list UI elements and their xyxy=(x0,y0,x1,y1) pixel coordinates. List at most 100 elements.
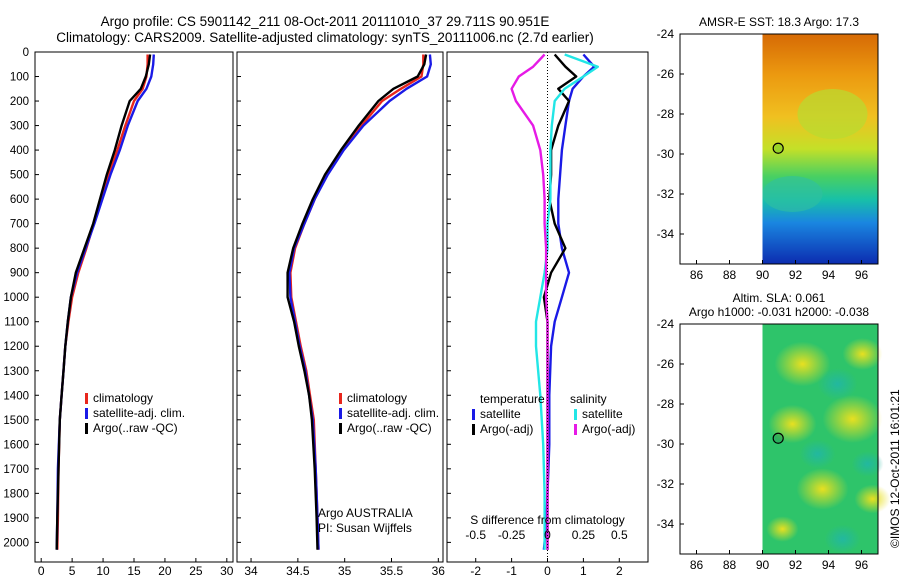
sla-high-patch xyxy=(842,338,883,370)
sla-high-patch xyxy=(796,468,849,510)
series-line-salinity-2 xyxy=(286,54,428,550)
y-tick-label: 1700 xyxy=(3,464,29,476)
x-tick-label-salinity: 35.5 xyxy=(380,564,404,578)
credit-pi: PI: Susan Wijffels xyxy=(318,521,412,535)
map-frame-sla-map xyxy=(679,323,879,555)
map-x-tick-label: 96 xyxy=(855,558,869,572)
sla-high-patch xyxy=(822,395,883,443)
x-tick-label-salinity: 34 xyxy=(244,564,258,578)
series-line-salinity-1 xyxy=(288,54,432,550)
y-tick-label: 600 xyxy=(10,194,29,206)
y-tick-label: 400 xyxy=(10,145,29,157)
legend-swatch-temperature xyxy=(85,408,88,419)
map-x-tick-label: 88 xyxy=(723,268,737,282)
panel-frame-salinity xyxy=(236,51,444,563)
credit-argo-australia: Argo AUSTRALIA xyxy=(318,506,413,520)
legend-swatch-temperature xyxy=(85,423,88,434)
legend-label-salinity: climatology xyxy=(347,391,407,405)
argo-location-marker xyxy=(772,142,784,154)
x-axis-label-top-difference: S difference from climatology xyxy=(470,513,625,527)
legend-swatch-difference xyxy=(472,409,475,420)
map-x-tick-label: 94 xyxy=(822,268,836,282)
x-tick-label-temperature: 10 xyxy=(96,564,110,578)
x-tick-label-salinity-diff: 0.5 xyxy=(611,528,628,542)
map-y-tick-label: -24 xyxy=(657,27,675,41)
y-tick-label: 900 xyxy=(10,268,29,280)
map-y-tick-label: -28 xyxy=(657,107,675,121)
x-tick-label-difference: -1 xyxy=(506,564,517,578)
panel-frame-temperature xyxy=(34,51,234,563)
map-x-tick-label: 92 xyxy=(789,268,803,282)
legend-swatch-difference xyxy=(472,424,475,435)
legend-swatch-salinity xyxy=(339,408,342,419)
map-y-tick-label: -32 xyxy=(657,477,675,491)
map-y-tick-label: -26 xyxy=(657,67,675,81)
map-y-tick-label: -30 xyxy=(657,147,675,161)
legend-label-difference: satellite xyxy=(480,407,521,421)
sla-high-patch xyxy=(774,341,831,387)
map-y-tick-label: -32 xyxy=(657,187,675,201)
x-tick-label-salinity: 36 xyxy=(432,564,446,578)
x-tick-label-salinity-diff: -0.25 xyxy=(498,528,526,542)
legend-label-difference: Argo(-adj) xyxy=(480,422,533,436)
y-tick-label: 500 xyxy=(10,170,29,182)
legend-title-salinity: salinity xyxy=(570,392,607,406)
y-tick-label: 1600 xyxy=(3,439,29,451)
map-x-tick-label: 86 xyxy=(690,558,704,572)
y-tick-label: 1300 xyxy=(3,366,29,378)
legend-swatch-difference xyxy=(574,424,577,435)
x-tick-label-difference: 2 xyxy=(616,564,623,578)
sst-map-title: AMSR-E SST: 18.3 Argo: 17.3 xyxy=(699,15,859,29)
y-tick-label: 2000 xyxy=(3,537,29,549)
series-line-temperature-2 xyxy=(55,54,152,550)
x-axis-label-salinity: salinity xyxy=(322,578,359,580)
y-tick-label: 300 xyxy=(10,121,29,133)
sla-low-patch xyxy=(824,524,861,554)
sla-high-patch xyxy=(854,484,891,514)
page-subtitle: Climatology: CARS2009. Satellite-adjuste… xyxy=(56,30,594,45)
map-y-tick-label: -30 xyxy=(657,437,675,451)
x-tick-label-difference: 0 xyxy=(544,564,551,578)
x-tick-label-salinity-diff: 0 xyxy=(544,528,551,542)
legend-label-temperature: satellite-adj. clim. xyxy=(93,406,185,420)
legend-label-difference: Argo(-adj) xyxy=(582,422,635,436)
map-frame-sst-map xyxy=(679,33,879,265)
x-tick-label-salinity: 34.5 xyxy=(286,564,310,578)
legend-swatch-salinity xyxy=(339,423,342,434)
y-tick-label: 1100 xyxy=(4,317,29,329)
x-tick-label-salinity-diff: 0.25 xyxy=(572,528,596,542)
sla-high-patch xyxy=(766,516,799,542)
map-y-tick-label: -34 xyxy=(657,227,675,241)
legend-label-temperature: Argo(..raw -QC) xyxy=(93,421,178,435)
legend-swatch-temperature xyxy=(85,393,88,404)
legend-swatch-difference xyxy=(574,409,577,420)
argo-location-fill xyxy=(774,434,783,443)
y-tick-label: 1200 xyxy=(3,341,29,353)
x-tick-label-difference: -2 xyxy=(470,564,481,578)
x-axis-label-temperature: temperature (deg C) xyxy=(80,578,188,580)
x-tick-label-salinity: 35 xyxy=(338,564,352,578)
argo-location-fill xyxy=(774,144,783,153)
y-tick-label: 1800 xyxy=(3,488,29,500)
map-x-tick-label: 94 xyxy=(822,558,836,572)
y-tick-label: 800 xyxy=(10,243,29,255)
sla-map-title: Altim. SLA: 0.061 xyxy=(733,291,826,305)
legend-label-salinity: Argo(..raw -QC) xyxy=(347,421,432,435)
y-tick-label: 1900 xyxy=(3,513,29,525)
legend-label-temperature: climatology xyxy=(93,391,153,405)
sla-low-patch xyxy=(799,439,836,469)
x-tick-label-difference: 1 xyxy=(580,564,587,578)
x-tick-label-temperature: 0 xyxy=(38,564,45,578)
y-tick-label: 1400 xyxy=(3,390,29,402)
sla-map-subtitle: Argo h1000: -0.031 h2000: -0.038 xyxy=(689,305,869,319)
y-tick-label: 0 xyxy=(23,47,29,59)
x-axis-label-difference: T difference from climatology xyxy=(471,578,625,580)
map-x-tick-label: 86 xyxy=(690,268,704,282)
sst-patch xyxy=(797,89,868,139)
x-tick-label-temperature: 30 xyxy=(220,564,234,578)
legend-label-salinity: satellite-adj. clim. xyxy=(347,406,439,420)
legend-title-temperature: temperature xyxy=(480,392,545,406)
map-x-tick-label: 88 xyxy=(723,558,737,572)
map-x-tick-label: 92 xyxy=(789,558,803,572)
y-tick-label: 100 xyxy=(10,72,29,84)
